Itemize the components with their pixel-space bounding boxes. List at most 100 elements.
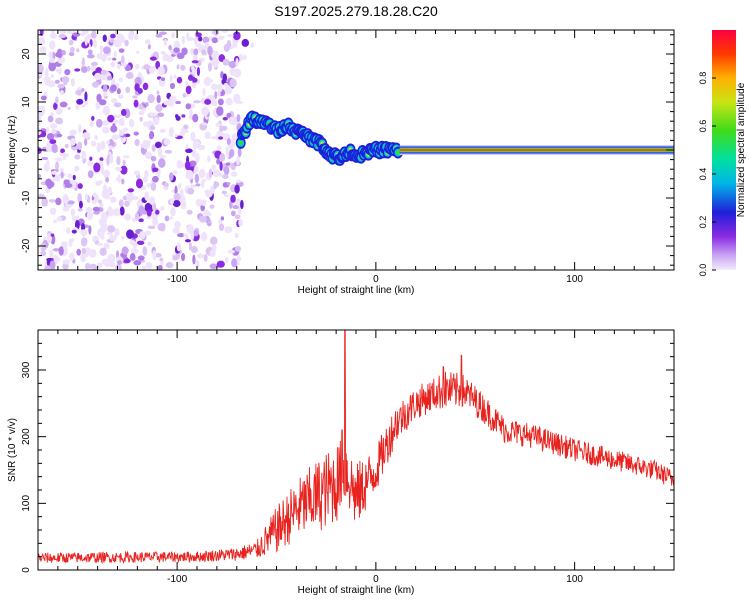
noise-blob bbox=[157, 223, 165, 232]
noise-blob bbox=[93, 211, 100, 215]
noise-blob bbox=[62, 194, 69, 204]
noise-blob bbox=[76, 98, 84, 105]
noise-blob bbox=[169, 82, 176, 90]
noise-blob bbox=[133, 170, 141, 176]
noise-blob bbox=[107, 253, 116, 263]
noise-blob bbox=[172, 199, 181, 208]
noise-blob bbox=[232, 31, 241, 41]
noise-blob bbox=[155, 104, 163, 113]
noise-blob bbox=[74, 68, 81, 72]
noise-blob bbox=[46, 233, 53, 244]
noise-blob bbox=[84, 91, 88, 102]
noise-blob bbox=[183, 124, 189, 130]
noise-blob bbox=[75, 215, 80, 222]
noise-blob bbox=[142, 82, 149, 91]
noise-blob bbox=[153, 117, 160, 126]
noise-blob bbox=[155, 33, 163, 38]
noise-blob bbox=[176, 159, 183, 169]
noise-blob bbox=[135, 178, 144, 189]
noise-blob bbox=[94, 180, 102, 186]
noise-blob bbox=[60, 171, 64, 179]
noise-blob bbox=[215, 122, 221, 127]
noise-blob bbox=[59, 101, 68, 108]
noise-blob bbox=[213, 180, 218, 190]
snr-x-label: Height of straight line (km) bbox=[298, 585, 415, 596]
noise-blob bbox=[112, 57, 117, 61]
noise-blob bbox=[38, 147, 42, 154]
noise-blob bbox=[188, 74, 194, 81]
noise-blob bbox=[109, 153, 114, 164]
noise-blob bbox=[210, 136, 218, 140]
noise-blob bbox=[240, 199, 244, 210]
noise-blob bbox=[188, 241, 192, 251]
noise-blob bbox=[242, 54, 247, 60]
noise-blob bbox=[121, 246, 129, 255]
noise-blob bbox=[193, 37, 198, 45]
noise-blob bbox=[203, 209, 210, 217]
noise-blob bbox=[164, 215, 170, 222]
noise-blob bbox=[87, 33, 92, 41]
noise-blob bbox=[168, 130, 174, 137]
noise-blob bbox=[147, 225, 156, 230]
noise-blob bbox=[133, 33, 139, 40]
noise-blob bbox=[218, 136, 224, 140]
noise-blob bbox=[168, 44, 172, 51]
noise-blob bbox=[38, 36, 46, 46]
noise-blob bbox=[120, 165, 128, 175]
noise-blob bbox=[171, 32, 176, 39]
noise-blob bbox=[152, 175, 159, 183]
noise-blob bbox=[92, 235, 97, 243]
noise-blob bbox=[60, 241, 68, 248]
noise-blob bbox=[110, 61, 116, 68]
noise-blob bbox=[216, 91, 221, 97]
noise-blob bbox=[148, 65, 156, 74]
noise-blob bbox=[116, 88, 121, 95]
noise-blob bbox=[50, 112, 55, 116]
snr-y-label: SNR (10 * v/v) bbox=[7, 418, 18, 482]
noise-blob bbox=[236, 114, 241, 123]
noise-blob bbox=[50, 74, 54, 78]
noise-blob bbox=[130, 248, 139, 254]
noise-blob bbox=[102, 105, 111, 116]
noise-blob bbox=[54, 157, 63, 162]
noise-blob bbox=[147, 94, 155, 104]
noise-blob bbox=[57, 83, 65, 89]
noise-blob bbox=[188, 108, 193, 117]
noise-blob bbox=[124, 39, 129, 47]
noise-blob bbox=[223, 82, 229, 87]
noise-blob bbox=[81, 57, 85, 67]
noise-blob bbox=[230, 210, 236, 217]
noise-blob bbox=[231, 43, 237, 49]
noise-blob bbox=[176, 76, 183, 84]
noise-blob bbox=[233, 93, 241, 104]
noise-blob bbox=[70, 77, 75, 87]
noise-blob bbox=[201, 199, 207, 207]
noise-blob bbox=[99, 247, 107, 256]
noise-blob bbox=[173, 47, 180, 53]
x-tick-label: 100 bbox=[566, 574, 583, 585]
noise-blob bbox=[116, 63, 122, 70]
noise-blob bbox=[125, 86, 131, 94]
noise-blob bbox=[173, 170, 178, 175]
noise-blob bbox=[82, 132, 91, 139]
noise-blob bbox=[126, 229, 134, 239]
noise-blob bbox=[227, 249, 236, 254]
noise-blob bbox=[139, 116, 143, 122]
noise-blob bbox=[174, 221, 181, 229]
noise-blob bbox=[173, 74, 177, 79]
noise-blob bbox=[142, 265, 146, 270]
noise-blob bbox=[211, 244, 217, 252]
noise-blob bbox=[228, 116, 235, 125]
noise-blob bbox=[201, 122, 207, 126]
noise-blob bbox=[113, 114, 122, 118]
noise-blob bbox=[88, 225, 92, 235]
noise-blob bbox=[230, 194, 236, 203]
noise-blob bbox=[195, 260, 200, 269]
noise-blob bbox=[158, 158, 166, 168]
noise-blob bbox=[159, 257, 164, 262]
noise-blob bbox=[172, 255, 179, 261]
noise-blob bbox=[52, 248, 61, 252]
noise-blob bbox=[226, 137, 231, 146]
noise-blob bbox=[125, 192, 134, 200]
